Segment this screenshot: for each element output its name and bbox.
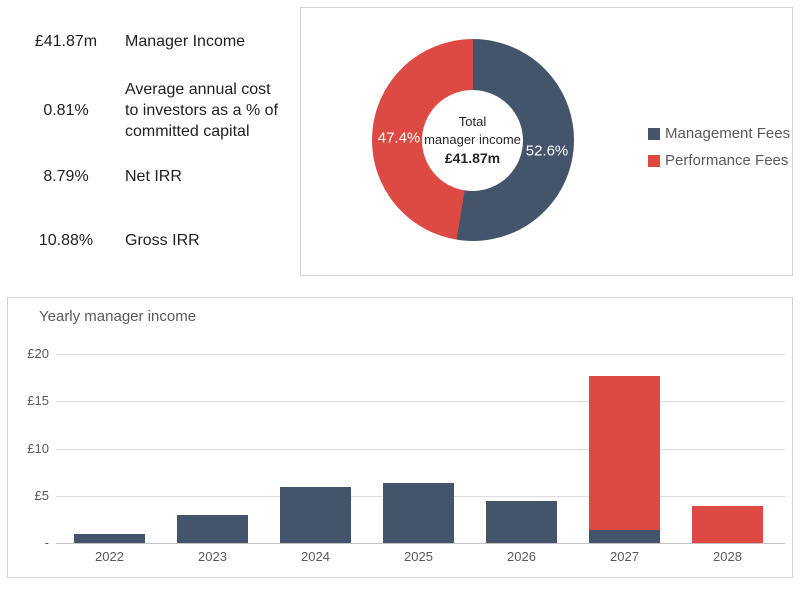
gridline xyxy=(56,543,785,544)
bar-2028 xyxy=(692,506,763,543)
y-axis-label: £15 xyxy=(27,393,49,409)
kpi-value: 8.79% xyxy=(43,167,89,185)
donut-center-value: £41.87m xyxy=(444,150,501,166)
bar-segment-management-fees[interactable] xyxy=(383,483,454,543)
bar-chart-xlabels: 2022 2023 2024 2025 2026 2027 2028 xyxy=(58,549,779,564)
donut-hole: Total manager income £41.87m xyxy=(422,90,523,191)
donut-center-line2: manager income xyxy=(424,132,521,147)
bar-slot-2025 xyxy=(367,354,470,543)
bar-chart-title: Yearly manager income xyxy=(39,308,197,325)
kpi-value: 0.81% xyxy=(43,101,89,119)
bar-slot-2023 xyxy=(161,354,264,543)
bar-segment-management-fees[interactable] xyxy=(589,530,660,543)
bar-segment-performance-fees[interactable] xyxy=(589,376,660,530)
kpi-row-manager-income: £41.87m Manager Income xyxy=(18,31,287,52)
gridline xyxy=(56,448,785,450)
bar-2027 xyxy=(589,376,660,543)
bar-2024 xyxy=(280,487,351,543)
donut-panel: Total manager income £41.87m 47.4% 52.6%… xyxy=(300,7,793,276)
bar-slot-2024 xyxy=(264,354,367,543)
bar-2025 xyxy=(383,483,454,543)
bar-2026 xyxy=(486,501,557,543)
donut-legend: Management Fees Performance Fees xyxy=(648,125,790,169)
kpi-row-net-irr: 8.79% Net IRR xyxy=(18,166,287,187)
management-fees-swatch-icon xyxy=(648,127,660,140)
x-axis-label: 2027 xyxy=(610,549,639,564)
gridline xyxy=(56,401,785,403)
legend-label: Management Fees xyxy=(665,125,791,142)
x-axis-label: 2028 xyxy=(713,549,742,564)
legend-label: Performance Fees xyxy=(665,152,789,169)
kpi-row-gross-irr: 10.88% Gross IRR xyxy=(18,230,287,251)
y-axis-label: £5 xyxy=(34,487,49,503)
x-axis-label: 2025 xyxy=(404,549,433,564)
donut-label-management: 52.6% xyxy=(525,142,569,160)
bar-segment-management-fees[interactable] xyxy=(486,501,557,543)
kpi-row-average-cost: 0.81% Average annual cost to investors a… xyxy=(18,79,287,142)
bar-slot-2028 xyxy=(676,354,779,543)
bar-slot-2026 xyxy=(470,354,573,543)
donut-center-line1: Total xyxy=(458,114,487,129)
kpi-label: Net IRR xyxy=(125,168,182,185)
kpi-value: 10.88% xyxy=(38,231,94,249)
y-axis-label: - xyxy=(44,535,49,550)
x-axis-label: 2023 xyxy=(198,549,227,564)
x-axis-label: 2022 xyxy=(95,549,124,564)
kpi-value: £41.87m xyxy=(34,32,98,50)
kpi-label: Manager Income xyxy=(125,33,246,50)
performance-fees-swatch-icon xyxy=(648,154,660,167)
gridline xyxy=(56,354,785,355)
kpi-stats: £41.87m Manager Income 0.81% Average ann… xyxy=(18,0,300,290)
bar-segment-performance-fees[interactable] xyxy=(692,506,763,543)
bar-slot-2027 xyxy=(573,354,676,543)
y-axis-label: £10 xyxy=(27,440,49,456)
bar-2022 xyxy=(74,534,145,543)
bar-slot-2022 xyxy=(58,354,161,543)
bar-chart-bars xyxy=(58,354,779,543)
donut-label-performance: 47.4% xyxy=(377,129,421,147)
x-axis-label: 2024 xyxy=(301,549,330,564)
bar-segment-management-fees[interactable] xyxy=(74,534,145,543)
bar-segment-management-fees[interactable] xyxy=(177,515,248,543)
bar-chart-panel: Yearly manager income £20 £15 £10 £5- 2022 2… xyxy=(7,297,793,578)
kpi-label: Average annual cost to investors as a % … xyxy=(125,81,278,140)
y-axis-label: £20 xyxy=(27,346,49,361)
bar-2023 xyxy=(177,515,248,543)
bar-segment-management-fees[interactable] xyxy=(280,487,351,543)
x-axis-label: 2026 xyxy=(507,549,536,564)
kpi-label: Gross IRR xyxy=(125,232,200,249)
legend-item-performance-fees[interactable]: Performance Fees xyxy=(648,152,790,169)
legend-item-management-fees[interactable]: Management Fees xyxy=(648,125,790,142)
